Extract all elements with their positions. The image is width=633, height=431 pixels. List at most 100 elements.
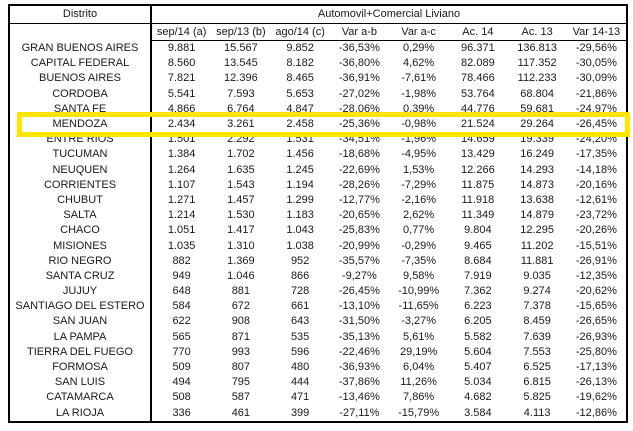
value-cell: 908 bbox=[231, 315, 251, 328]
value-cell: -20,26% bbox=[575, 224, 617, 237]
district-cell: SANTA FE bbox=[10, 101, 152, 117]
value-cell: -20,65% bbox=[338, 209, 380, 222]
value-cell: 8.684 bbox=[464, 254, 492, 267]
value-cell: 4.113 bbox=[523, 406, 551, 419]
sales-by-district-table: Distrito Automovil+Comercial Liviano sep… bbox=[8, 4, 630, 423]
table-row: RIO NEGRO 882 1.369 952 -35,57% -7,35% 8.684 11… bbox=[10, 253, 626, 269]
value-cell: -35,13% bbox=[338, 330, 380, 343]
value-cell: 807 bbox=[231, 361, 251, 374]
district-cell: SANTIAGO DEL ESTERO bbox=[10, 299, 152, 315]
col-header-var-ab: Var a-b bbox=[329, 24, 389, 41]
district-cell: CHACO bbox=[10, 223, 152, 239]
value-cell: 6,04% bbox=[403, 361, 435, 374]
value-cell: 1.245 bbox=[286, 163, 314, 176]
value-cell: -34,51% bbox=[338, 133, 380, 146]
value-cell: 1.264 bbox=[167, 163, 196, 176]
value-cell: -28,26% bbox=[338, 178, 380, 191]
table-row: CAPITAL FEDERAL 8.560 13.545 8.182 -36,80% 4,… bbox=[10, 56, 626, 72]
value-cell: 866 bbox=[290, 269, 310, 282]
value-cell: 6.815 bbox=[523, 376, 551, 389]
value-cell: 19.339 bbox=[520, 133, 554, 146]
value-cell: 399 bbox=[290, 406, 310, 419]
value-cell: 584 bbox=[172, 300, 191, 313]
value-cell: 2,62% bbox=[403, 209, 435, 222]
value-cell: -26,65% bbox=[575, 315, 617, 328]
value-cell: 6.525 bbox=[523, 361, 551, 374]
value-cell: -19,62% bbox=[575, 391, 617, 404]
value-cell: -10,99% bbox=[398, 285, 440, 298]
value-cell: 7.639 bbox=[523, 330, 551, 343]
value-cell: 12.396 bbox=[224, 72, 258, 85]
value-cell: -12,77% bbox=[338, 193, 380, 206]
value-cell: 882 bbox=[172, 254, 191, 267]
value-cell: 59.681 bbox=[520, 102, 554, 115]
table-row: NEUQUEN 1.264 1.635 1.245 -22,69% 1,53% 12.266… bbox=[10, 162, 626, 178]
value-cell: -12,35% bbox=[575, 269, 617, 282]
value-cell: -20,62% bbox=[575, 285, 617, 298]
value-cell: -26,13% bbox=[575, 376, 617, 389]
district-column-header: Distrito bbox=[10, 6, 152, 24]
value-cell: 770 bbox=[172, 345, 191, 358]
value-cell: 8.560 bbox=[167, 57, 196, 70]
district-cell: SAN LUIS bbox=[10, 375, 152, 391]
value-cell: 1.457 bbox=[227, 193, 255, 206]
value-cell: -15,51% bbox=[575, 239, 617, 252]
district-cell: GRAN BUENOS AIRES bbox=[10, 41, 152, 57]
district-cell: BUENOS AIRES bbox=[10, 71, 152, 87]
table-row: CHUBUT 1.271 1.457 1.299 -12,77% -2,16% 11.918… bbox=[10, 192, 626, 209]
value-cell: 871 bbox=[231, 330, 251, 343]
district-cell: CORDOBA bbox=[10, 86, 152, 102]
value-cell: -0,98% bbox=[401, 118, 437, 131]
value-cell: 565 bbox=[172, 330, 191, 343]
value-cell: 1.107 bbox=[167, 178, 196, 191]
value-cell: 1.384 bbox=[167, 148, 196, 161]
value-cell: 1.038 bbox=[286, 239, 314, 252]
district-cell: CATAMARCA bbox=[10, 390, 152, 406]
col-header-var-ac: Var a-c bbox=[389, 24, 449, 41]
value-cell: 1.417 bbox=[227, 224, 255, 237]
value-cell: 444 bbox=[290, 376, 310, 389]
value-cell: -20,99% bbox=[338, 239, 380, 252]
value-cell: 3.261 bbox=[227, 118, 255, 131]
value-cell: 0,77% bbox=[403, 224, 435, 237]
value-cell: -22,46% bbox=[338, 345, 380, 358]
value-cell: -27,02% bbox=[338, 87, 380, 100]
value-cell: 96.371 bbox=[461, 42, 495, 55]
value-cell: 7.919 bbox=[464, 269, 492, 282]
value-cell: -4,95% bbox=[401, 148, 437, 161]
district-cell: TIERRA DEL FUEGO bbox=[10, 344, 152, 360]
value-cell: 5,61% bbox=[403, 330, 435, 343]
value-cell: 9.035 bbox=[523, 269, 551, 282]
table-row: CORDOBA 5.541 7.593 5.653 -27,02% -1,98% 53.76… bbox=[10, 86, 626, 102]
value-cell: 9.852 bbox=[286, 42, 314, 55]
value-cell: 2.292 bbox=[227, 133, 255, 146]
table-header-row: Distrito Automovil+Comercial Liviano bbox=[10, 6, 626, 24]
value-cell: 5.653 bbox=[286, 87, 314, 100]
value-cell: 661 bbox=[290, 300, 310, 313]
table-row: GRAN BUENOS AIRES 9.881 15.567 9.852 -36,53%… bbox=[10, 41, 626, 57]
value-cell: -17,35% bbox=[575, 148, 617, 161]
col-header-sep13b: sep/13 (b) bbox=[211, 24, 271, 41]
table-row: FORMOSA 509 807 480 -36,93% 6,04% 5.407 6.525 -1… bbox=[10, 359, 626, 376]
value-cell: -20,16% bbox=[575, 178, 617, 191]
value-cell: 11.349 bbox=[461, 209, 495, 222]
district-cell: RIO NEGRO bbox=[10, 253, 152, 269]
value-cell: 1,53% bbox=[403, 163, 435, 176]
value-cell: 15.567 bbox=[224, 42, 258, 55]
value-cell: 4.847 bbox=[286, 102, 314, 115]
value-cell: 11.875 bbox=[461, 178, 495, 191]
value-cell: 1.183 bbox=[286, 209, 314, 222]
value-cell: 8.182 bbox=[286, 57, 314, 70]
value-cell: 6.764 bbox=[227, 102, 255, 115]
value-cell: -26,93% bbox=[575, 330, 617, 343]
value-cell: -22,69% bbox=[338, 163, 380, 176]
value-cell: 2.458 bbox=[286, 118, 314, 131]
value-cell: 7.362 bbox=[464, 285, 492, 298]
table-row: CATAMARCA 508 587 471 -13,46% 7,86% 4.682 5.825… bbox=[10, 390, 626, 406]
value-cell: -30,05% bbox=[575, 57, 617, 70]
value-cell: 1.531 bbox=[286, 133, 314, 146]
value-cell: 117.352 bbox=[517, 57, 557, 70]
value-cell: 795 bbox=[231, 376, 251, 389]
table-row: ENTRE RIOS 1.501 2.292 1.531 -34,51% -1,96% 14… bbox=[10, 132, 626, 148]
value-cell: 82.089 bbox=[461, 57, 495, 70]
